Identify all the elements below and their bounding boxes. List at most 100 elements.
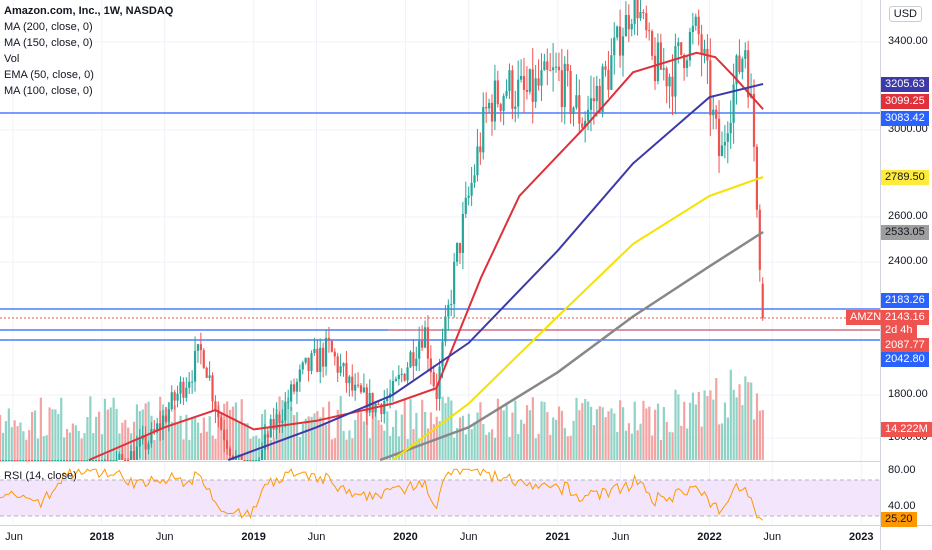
volume-bar — [566, 436, 569, 460]
volume-bar — [48, 407, 51, 460]
volume-bar — [750, 382, 753, 460]
legend-ema50[interactable]: EMA (50, close, 0) — [4, 69, 94, 81]
volume-bar — [458, 417, 462, 460]
volume-bar — [313, 413, 316, 460]
candle-body — [272, 419, 275, 430]
rsi-pane — [0, 461, 880, 521]
candle-body — [720, 145, 724, 157]
candle-body — [549, 69, 552, 71]
candle-body — [709, 60, 712, 116]
volume-bar — [636, 430, 639, 460]
volume-bar — [715, 378, 718, 460]
volume-bar — [761, 409, 764, 460]
candle-body — [415, 358, 418, 367]
price-tag: 3099.25 — [881, 94, 929, 109]
volume-bar — [758, 410, 762, 460]
candle-body — [28, 460, 31, 461]
volume-bar — [19, 422, 22, 460]
candle-body — [613, 37, 616, 56]
legend-ma100[interactable]: MA (100, close, 0) — [4, 85, 93, 97]
candle-body — [118, 454, 121, 460]
candle-body — [22, 460, 25, 461]
candle-body — [554, 66, 558, 68]
volume-bar — [755, 393, 759, 460]
legend-vol[interactable]: Vol — [4, 53, 20, 65]
candle-body — [697, 16, 700, 35]
volume-bar — [656, 403, 660, 460]
candle-body — [109, 460, 112, 461]
volume-bar — [135, 404, 139, 460]
candle-body — [327, 337, 331, 341]
volume-bar — [505, 402, 508, 460]
candle-body — [60, 460, 63, 461]
candle-body — [537, 78, 540, 86]
volume-bar — [319, 417, 322, 460]
volume-bar — [325, 424, 328, 460]
volume-bar — [654, 409, 657, 460]
volume-bar — [555, 419, 558, 460]
legend-ma150[interactable]: MA (150, close, 0) — [4, 37, 93, 49]
legend-ma200[interactable]: MA (200, close, 0) — [4, 21, 93, 33]
candle-body — [569, 70, 572, 115]
volume-bar — [720, 423, 724, 460]
volume-bar — [368, 438, 371, 460]
volume-bar — [511, 412, 514, 460]
candle-body — [409, 352, 412, 368]
volume-bar — [208, 416, 211, 460]
candle-body — [100, 460, 103, 461]
candle-body — [30, 460, 34, 461]
candle-body — [223, 429, 226, 441]
volume-bar — [741, 405, 744, 460]
candle-body — [45, 460, 48, 461]
candle-body — [10, 460, 13, 461]
volume-bar — [752, 419, 756, 460]
volume-bar — [45, 435, 48, 460]
candle-body — [188, 381, 191, 388]
volume-bar — [371, 402, 374, 460]
volume-bar — [240, 399, 243, 460]
candle-body — [284, 401, 287, 421]
time-tick-year: 2022 — [697, 531, 722, 543]
candle-body — [744, 50, 747, 59]
currency-button[interactable]: USD — [888, 6, 922, 22]
volume-bar — [508, 436, 511, 460]
volume-bar — [456, 427, 459, 460]
candle-body — [683, 54, 686, 68]
volume-bar — [400, 414, 403, 460]
volume-bar — [394, 410, 398, 460]
volume-bar — [13, 420, 16, 460]
volume-bar — [147, 401, 150, 460]
price-tick: 3000.00 — [888, 123, 928, 135]
candle-body — [269, 419, 272, 438]
candle-body — [455, 243, 459, 262]
volume-bar — [74, 425, 77, 460]
volume-bar — [662, 407, 665, 460]
candle-body — [511, 70, 514, 109]
candle-body — [342, 363, 345, 367]
volume-bar — [680, 425, 683, 460]
volume-bar — [383, 430, 386, 460]
volume-bar — [228, 409, 232, 460]
volume-bar — [63, 437, 66, 460]
volume-bar — [613, 413, 616, 460]
candle-body — [330, 340, 333, 352]
legend-title[interactable]: Amazon.com, Inc., 1W, NASDAQ — [4, 5, 174, 17]
rsi-legend[interactable]: RSI (14, close) — [4, 470, 77, 482]
candle-body — [106, 460, 109, 461]
price-tag: 3205.63 — [881, 77, 929, 92]
candle-body — [485, 107, 488, 109]
candle-body — [287, 401, 290, 403]
candle-body — [598, 85, 601, 112]
volume-bar — [598, 406, 601, 460]
volume-bar — [65, 429, 69, 460]
volume-bar — [592, 425, 596, 460]
candle-body — [4, 460, 7, 461]
candle-body — [627, 15, 630, 30]
volume-bar — [726, 417, 729, 460]
candle-body — [220, 417, 223, 430]
candle-body — [13, 460, 16, 461]
volume-bar — [342, 430, 345, 460]
candle-body — [735, 55, 738, 85]
volume-bars — [0, 369, 764, 460]
